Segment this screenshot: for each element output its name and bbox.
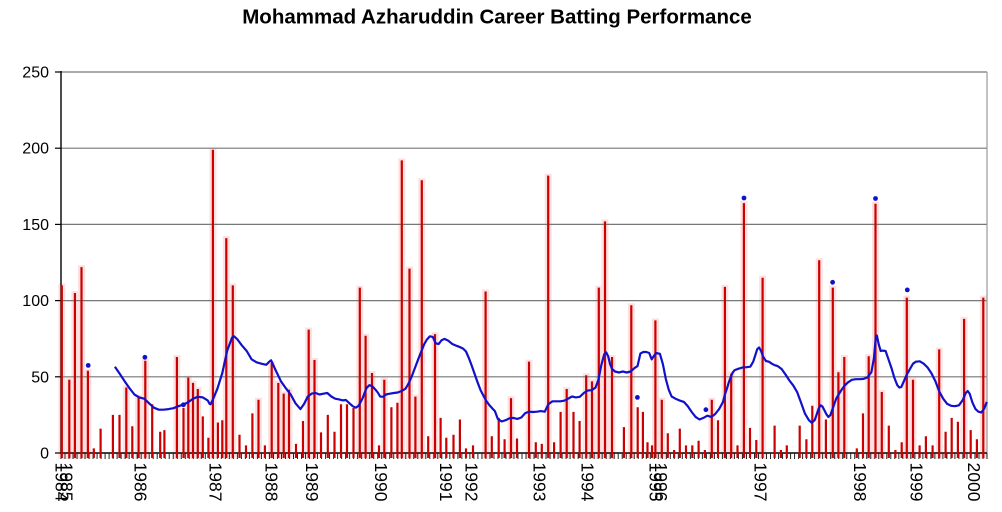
- svg-text:1994: 1994: [578, 463, 598, 502]
- svg-text:1998: 1998: [850, 463, 870, 502]
- svg-text:150: 150: [22, 217, 49, 234]
- svg-text:1984: 1984: [52, 463, 72, 502]
- svg-text:2000: 2000: [964, 463, 984, 502]
- svg-text:1987: 1987: [206, 463, 226, 502]
- svg-text:1992: 1992: [462, 463, 482, 502]
- svg-text:1990: 1990: [371, 463, 391, 502]
- svg-text:250: 250: [22, 65, 49, 82]
- svg-text:Mohammad Azharuddin Career Bat: Mohammad Azharuddin Career Batting Perfo…: [242, 6, 752, 29]
- svg-text:1989: 1989: [302, 463, 322, 502]
- svg-text:1993: 1993: [530, 463, 550, 502]
- svg-text:1991: 1991: [436, 463, 456, 502]
- svg-text:1988: 1988: [262, 463, 282, 502]
- svg-text:1995: 1995: [646, 463, 666, 502]
- svg-text:1996: 1996: [651, 463, 671, 502]
- svg-text:1997: 1997: [751, 463, 771, 502]
- svg-text:50: 50: [31, 369, 49, 386]
- svg-text:1985: 1985: [57, 463, 77, 502]
- svg-text:1986: 1986: [131, 463, 151, 502]
- svg-text:1999: 1999: [907, 463, 927, 502]
- svg-text:100: 100: [22, 293, 49, 310]
- svg-text:200: 200: [22, 141, 49, 158]
- svg-text:0: 0: [40, 446, 49, 463]
